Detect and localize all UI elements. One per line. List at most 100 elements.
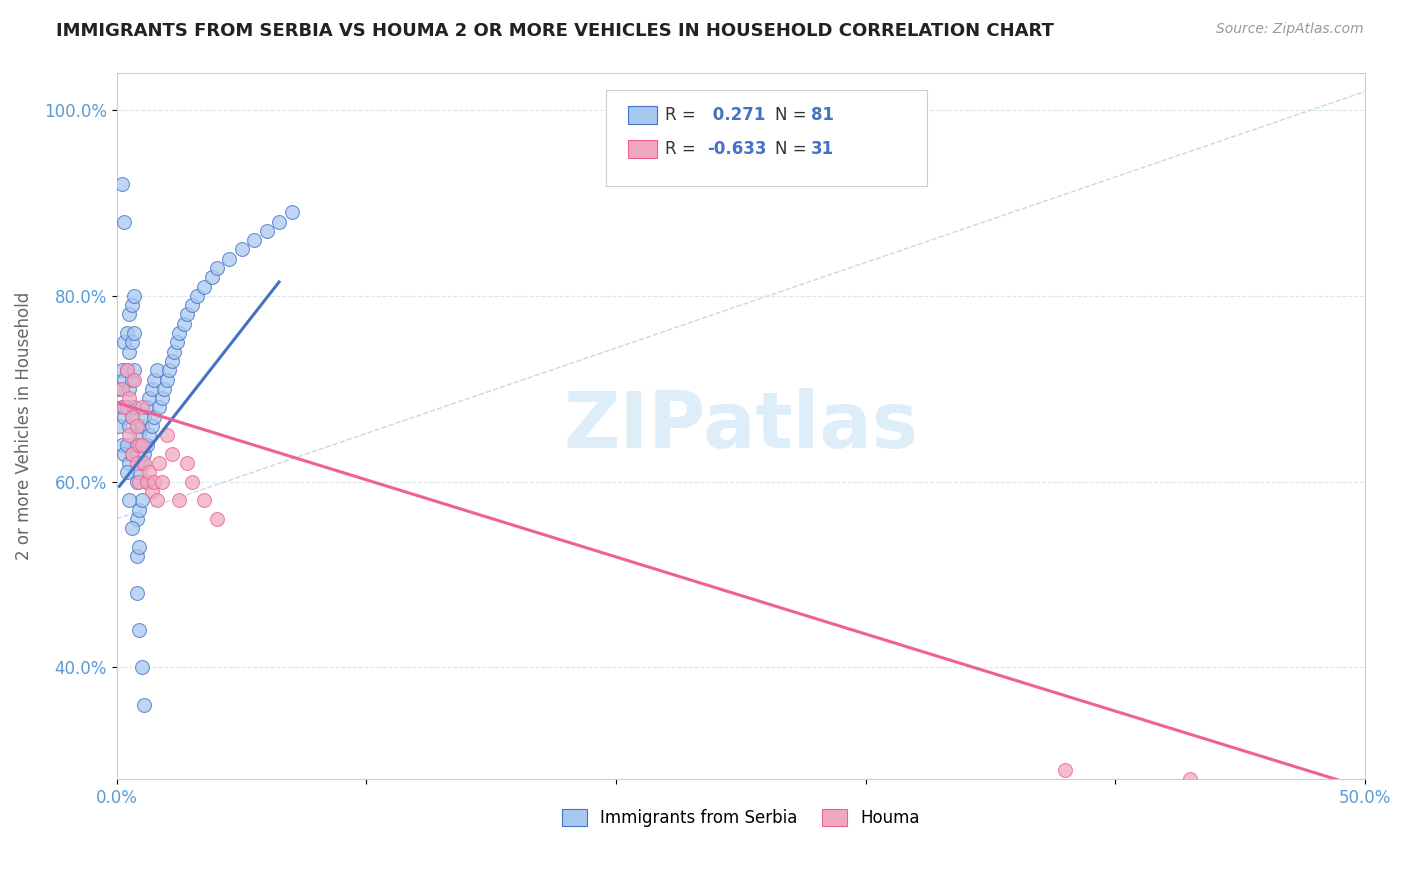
Point [141,382,163,396]
Point [128,428,150,442]
Point [111,437,134,451]
Point [112,335,135,350]
Point [115,401,138,415]
Point [141,419,163,434]
Point [111,178,134,192]
Y-axis label: 2 or more Vehicles in Household: 2 or more Vehicles in Household [15,292,32,560]
Point [143,409,166,424]
Point [115,363,138,377]
Text: -0.633: -0.633 [707,140,766,158]
Point [1178,772,1201,786]
Point [118,493,141,508]
Point [125,586,148,600]
Point [108,382,131,396]
Point [121,447,143,461]
Point [121,298,143,312]
Point [218,252,240,266]
Point [135,401,157,415]
Text: 31: 31 [811,140,834,158]
Point [111,382,134,396]
Point [131,419,153,434]
Point [108,419,131,434]
Point [231,243,253,257]
Point [280,205,302,219]
Point [134,456,156,470]
Point [111,401,134,415]
Point [160,447,183,461]
Text: R =: R = [665,106,696,124]
Point [205,260,228,275]
Point [118,428,141,442]
Point [118,456,141,470]
Legend: Immigrants from Serbia, Houma: Immigrants from Serbia, Houma [555,803,927,834]
Point [193,279,215,293]
Point [115,437,138,451]
Point [112,409,135,424]
Point [201,270,224,285]
Point [138,466,160,480]
Point [131,437,153,451]
Point [138,428,160,442]
Point [143,372,166,386]
Point [121,335,143,350]
Point [112,447,135,461]
Point [118,382,141,396]
Point [125,512,148,526]
Point [180,298,202,312]
Point [121,521,143,535]
Point [267,214,290,228]
Point [131,660,153,674]
Point [131,493,153,508]
Point [180,475,202,489]
Text: IMMIGRANTS FROM SERBIA VS HOUMA 2 OR MORE VEHICLES IN HOUSEHOLD CORRELATION CHAR: IMMIGRANTS FROM SERBIA VS HOUMA 2 OR MOR… [56,22,1054,40]
Point [124,372,146,386]
Point [138,391,160,405]
Point [134,698,156,712]
Point [115,466,138,480]
Point [153,382,176,396]
Point [115,326,138,340]
Point [121,372,143,386]
Point [134,409,156,424]
Point [124,363,146,377]
Point [134,447,156,461]
Point [128,437,150,451]
Point [131,401,153,415]
Point [125,549,148,563]
Point [141,483,163,498]
Point [150,475,173,489]
Point [121,409,143,424]
Text: N =: N = [775,140,806,158]
Point [128,502,150,516]
Point [256,224,278,238]
Point [125,456,148,470]
Text: 81: 81 [811,106,834,124]
Point [156,372,179,386]
Point [186,289,208,303]
Point [112,214,135,228]
Point [135,475,157,489]
Point [176,456,198,470]
Point [125,475,148,489]
Point [167,493,190,508]
Point [124,289,146,303]
Point [128,540,150,554]
Point [143,475,166,489]
Point [173,317,195,331]
Point [128,475,150,489]
Point [124,326,146,340]
Point [125,437,148,451]
Point [121,447,143,461]
Point [111,363,134,377]
Point [128,624,150,638]
Point [157,363,180,377]
Point [243,233,266,247]
Point [166,335,188,350]
Point [176,308,198,322]
Point [148,456,170,470]
Point [156,428,179,442]
Point [112,401,135,415]
Point [167,326,190,340]
Point [135,475,157,489]
Text: R =: R = [665,140,696,158]
